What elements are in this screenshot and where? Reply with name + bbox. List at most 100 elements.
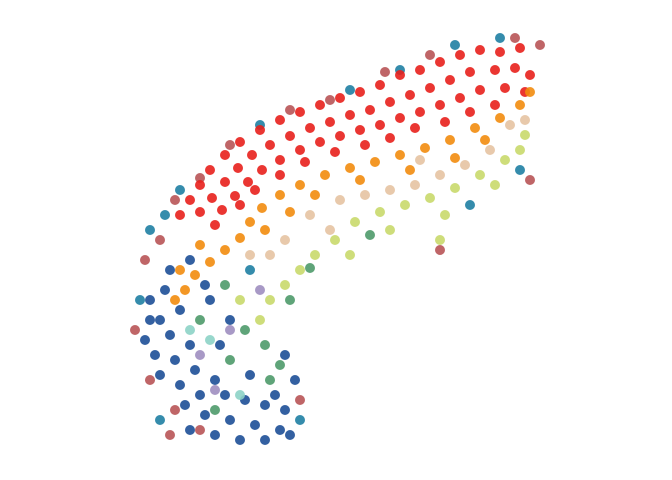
point: [285, 295, 295, 305]
point: [180, 285, 190, 295]
point: [520, 115, 530, 125]
point: [375, 120, 385, 130]
point: [335, 131, 345, 141]
point: [280, 235, 290, 245]
point: [220, 150, 230, 160]
point: [515, 43, 525, 53]
point: [195, 180, 205, 190]
point: [345, 85, 355, 95]
point: [185, 340, 195, 350]
point: [265, 375, 275, 385]
point: [360, 190, 370, 200]
point: [510, 33, 520, 43]
point: [415, 107, 425, 117]
point: [450, 40, 460, 50]
point: [205, 165, 215, 175]
point: [257, 165, 267, 175]
point: [250, 420, 260, 430]
point: [335, 93, 345, 103]
point: [145, 315, 155, 325]
point: [155, 235, 165, 245]
point: [360, 140, 370, 150]
point: [315, 100, 325, 110]
point: [215, 340, 225, 350]
point: [420, 143, 430, 153]
point: [185, 255, 195, 265]
point: [245, 250, 255, 260]
point: [330, 235, 340, 245]
point: [380, 67, 390, 77]
point: [295, 395, 305, 405]
point: [355, 125, 365, 135]
point: [205, 295, 215, 305]
point: [205, 257, 215, 267]
point: [415, 65, 425, 75]
point: [475, 170, 485, 180]
point: [425, 50, 435, 60]
point: [175, 185, 185, 195]
point: [195, 390, 205, 400]
point: [295, 415, 305, 425]
point: [440, 210, 450, 220]
point: [315, 137, 325, 147]
point: [435, 100, 445, 110]
point: [175, 305, 185, 315]
point: [275, 425, 285, 435]
point: [425, 83, 435, 93]
point: [240, 325, 250, 335]
point: [415, 155, 425, 165]
point: [200, 280, 210, 290]
point: [345, 163, 355, 173]
point: [185, 325, 195, 335]
point: [525, 175, 535, 185]
point: [225, 325, 235, 335]
point: [220, 177, 230, 187]
point: [170, 405, 180, 415]
point: [295, 145, 305, 155]
point: [230, 191, 240, 201]
point: [355, 175, 365, 185]
point: [535, 40, 545, 50]
point: [325, 95, 335, 105]
point: [255, 315, 265, 325]
point: [275, 360, 285, 370]
point: [280, 350, 290, 360]
point: [130, 325, 140, 335]
point: [345, 250, 355, 260]
point: [175, 265, 185, 275]
point: [290, 375, 300, 385]
point: [425, 193, 435, 203]
point: [280, 405, 290, 415]
point: [365, 230, 375, 240]
point: [385, 133, 395, 143]
point: [180, 400, 190, 410]
point: [235, 233, 245, 243]
point: [485, 145, 495, 155]
point: [175, 380, 185, 390]
point: [400, 200, 410, 210]
point: [200, 410, 210, 420]
point: [185, 195, 195, 205]
point: [410, 123, 420, 133]
point: [145, 375, 155, 385]
point: [275, 155, 285, 165]
point: [265, 295, 275, 305]
point: [475, 85, 485, 95]
point: [455, 93, 465, 103]
point: [335, 195, 345, 205]
point: [170, 195, 180, 205]
point: [150, 350, 160, 360]
point: [305, 123, 315, 133]
point: [395, 150, 405, 160]
point: [365, 105, 375, 115]
point: [435, 170, 445, 180]
point: [165, 330, 175, 340]
point: [135, 295, 145, 305]
point: [247, 150, 257, 160]
point: [375, 80, 385, 90]
point: [265, 250, 275, 260]
point: [235, 390, 245, 400]
point: [220, 245, 230, 255]
point: [155, 415, 165, 425]
